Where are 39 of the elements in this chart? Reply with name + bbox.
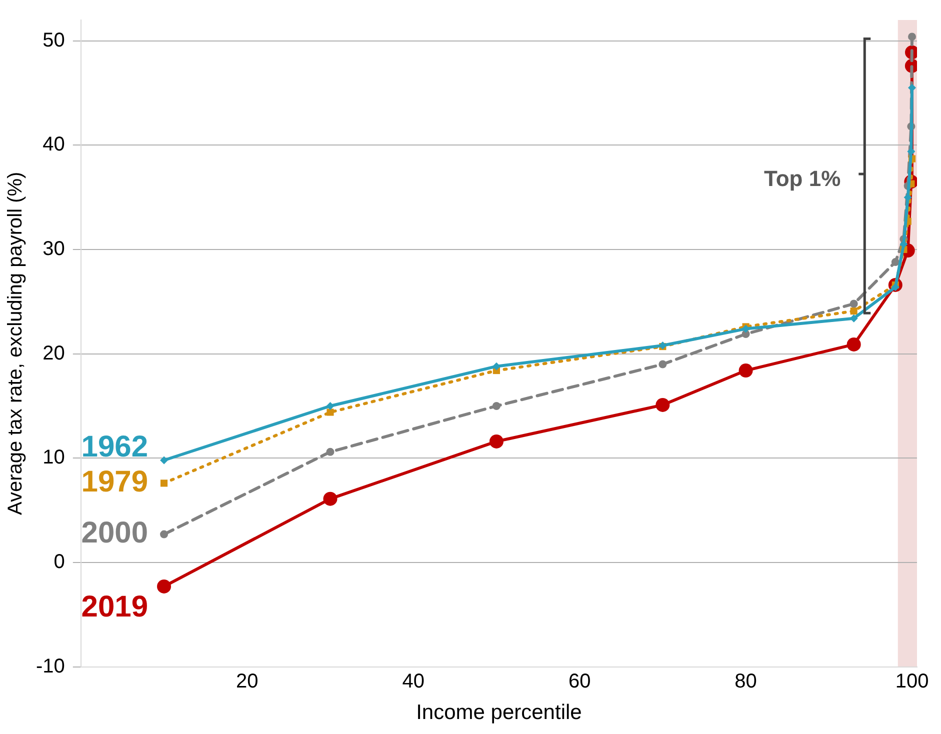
- point: [492, 362, 500, 370]
- point: [323, 492, 338, 506]
- point: [326, 448, 334, 456]
- point: [326, 408, 334, 416]
- x-tick-label: 80: [734, 670, 757, 692]
- point: [160, 530, 168, 538]
- y-tick-label: 50: [42, 29, 65, 52]
- y-axis-title: Average tax rate, excluding payroll (%): [4, 172, 27, 515]
- point: [850, 314, 858, 322]
- x-tick-label: 100: [895, 670, 929, 692]
- point: [160, 480, 168, 487]
- y-tick-label: 30: [42, 238, 65, 260]
- series-label: 1962: [81, 430, 148, 464]
- point: [891, 258, 900, 266]
- point: [326, 402, 334, 410]
- series-label: 2000: [81, 516, 148, 550]
- y-tick-label: 0: [54, 550, 65, 573]
- annotation: Top 1%: [764, 166, 841, 192]
- x-tick-label: 20: [236, 670, 258, 692]
- point: [658, 360, 667, 368]
- point: [489, 434, 504, 448]
- point: [492, 402, 500, 410]
- y-tick-label: 20: [42, 342, 65, 364]
- point: [846, 337, 861, 352]
- point: [157, 579, 172, 594]
- point: [850, 300, 858, 308]
- y-tick-label: -10: [36, 655, 65, 678]
- point: [738, 364, 753, 378]
- point: [850, 308, 858, 315]
- x-tick-label: 40: [402, 670, 424, 692]
- point: [656, 398, 670, 412]
- y-tick-label: 10: [42, 446, 65, 469]
- point: [908, 32, 916, 41]
- y-tick-label: 40: [42, 134, 65, 156]
- series-label: 2019: [81, 590, 148, 624]
- x-axis-title: Income percentile: [416, 701, 582, 724]
- point: [160, 456, 168, 464]
- series-label: 1979: [81, 465, 148, 498]
- x-tick-label: 60: [568, 670, 591, 692]
